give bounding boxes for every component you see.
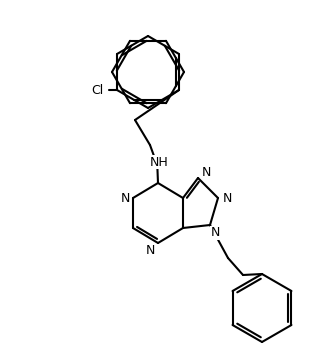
Text: NH: NH	[150, 155, 168, 169]
Text: N: N	[222, 192, 232, 205]
Text: N: N	[145, 245, 155, 257]
Text: N: N	[201, 166, 211, 178]
Text: N: N	[120, 192, 130, 205]
Text: Cl: Cl	[91, 84, 103, 97]
Text: N: N	[210, 227, 220, 240]
